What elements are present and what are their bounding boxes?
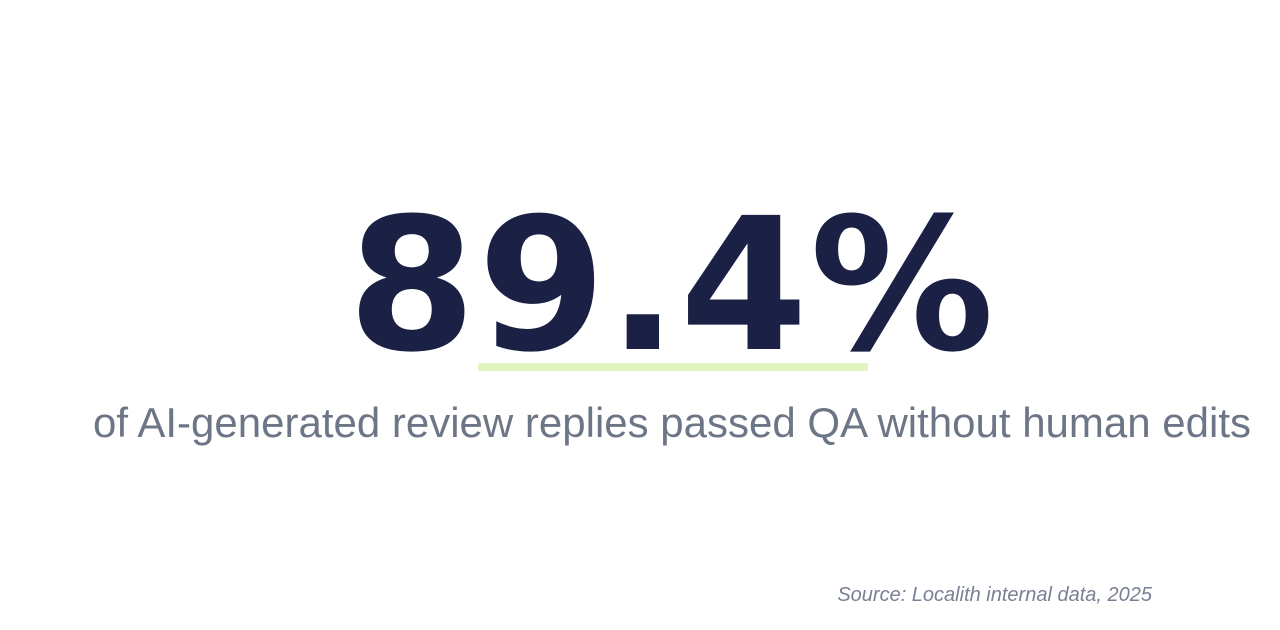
stat-value: 89.4% xyxy=(347,179,997,393)
stat-underline-accent xyxy=(478,363,868,371)
stat-description: of AI-generated review replies passed QA… xyxy=(93,399,1251,446)
source-attribution: Source: Localith internal data, 2025 xyxy=(837,584,1152,606)
